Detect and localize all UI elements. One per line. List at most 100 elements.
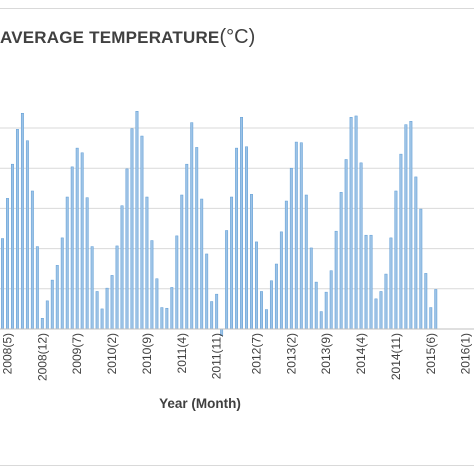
bar-48	[240, 117, 243, 330]
bar-61	[304, 194, 308, 330]
bar-50	[250, 194, 253, 330]
bar-42	[210, 301, 214, 330]
bar-31	[155, 278, 159, 330]
x-tick-label-1: 2008(12)	[35, 333, 49, 381]
bar-13	[65, 196, 69, 330]
bar-81	[404, 124, 408, 330]
bar-10	[50, 279, 54, 330]
bar-45	[225, 230, 229, 330]
bar-30	[150, 240, 154, 330]
bar-41	[205, 253, 209, 330]
bar-15	[75, 147, 79, 330]
bar-18	[90, 246, 94, 330]
bar-7	[35, 246, 39, 330]
bar-58	[289, 167, 293, 330]
bar-72	[359, 162, 363, 330]
bar-53	[264, 309, 268, 330]
bar-19	[95, 291, 99, 330]
bar-56	[279, 231, 283, 330]
bar-6	[30, 190, 34, 330]
bar-25	[125, 168, 129, 330]
bar-87	[434, 289, 438, 330]
x-tick-label-2: 2009(7)	[70, 333, 84, 374]
bar-51	[255, 241, 258, 330]
bar-16	[80, 152, 84, 330]
x-tick-label-5: 2011(4)	[175, 333, 189, 373]
bar-28	[140, 135, 144, 330]
bar-85	[424, 273, 428, 330]
bar-74	[369, 234, 373, 330]
bar-4	[20, 113, 24, 330]
bar-14	[70, 166, 74, 330]
bar-80	[399, 153, 403, 330]
bar-5	[25, 140, 29, 330]
bar-66	[329, 270, 333, 330]
bar-77	[384, 273, 388, 330]
bar-33	[165, 307, 169, 330]
bar-73	[364, 234, 368, 330]
bar-26	[130, 128, 134, 330]
bar-75	[374, 298, 378, 330]
bar-49	[245, 146, 248, 330]
bar-17	[85, 197, 89, 330]
bar-2	[11, 163, 14, 330]
bar-38	[190, 122, 194, 330]
bar-39	[195, 147, 199, 330]
bar-21	[105, 287, 109, 330]
x-tick-label-11: 2014(11)	[389, 333, 403, 380]
bar-0	[1, 238, 4, 330]
bar-36	[180, 194, 184, 330]
bar-59	[294, 141, 298, 330]
bar-8	[40, 318, 44, 330]
bar-24	[120, 205, 124, 330]
x-tick-label-8: 2013(2)	[284, 333, 298, 374]
bar-35	[175, 235, 179, 330]
x-tick-label-7: 2012(7)	[250, 333, 264, 374]
chart-title-text: AVERAGE TEMPERATURE	[0, 28, 220, 47]
bar-60	[299, 142, 303, 330]
bar-76	[379, 291, 383, 330]
x-axis-title: Year (Month)	[159, 396, 241, 411]
bar-82	[409, 121, 413, 330]
bar-34	[170, 287, 174, 330]
bar-68	[339, 192, 343, 330]
bar-52	[260, 291, 263, 330]
bar-9	[45, 300, 49, 330]
chart-frame	[0, 8, 474, 466]
x-tick-label-4: 2010(9)	[140, 333, 154, 374]
bar-20	[100, 308, 104, 330]
bar-11	[55, 265, 59, 330]
bar-37	[185, 163, 189, 330]
x-tick-label-6: 2011(11)	[210, 333, 224, 379]
bar-70	[349, 117, 353, 330]
bar-63	[314, 281, 318, 330]
bar-55	[274, 263, 278, 330]
bar-84	[419, 208, 423, 330]
bar-65	[324, 291, 328, 330]
bar-23	[115, 245, 119, 330]
x-tick-label-3: 2010(2)	[105, 333, 119, 374]
bar-46	[230, 196, 234, 330]
x-tick-label-10: 2014(4)	[354, 333, 368, 374]
bar-43	[215, 293, 219, 330]
x-tick-label-0: 2008(5)	[1, 333, 15, 374]
chart-title: AVERAGE TEMPERATURE(°C)	[0, 26, 255, 49]
bar-86	[429, 307, 433, 330]
bar-54	[269, 280, 273, 330]
bar-12	[60, 237, 64, 330]
bar-40	[200, 198, 204, 330]
bar-47	[235, 147, 239, 330]
bar-57	[284, 200, 288, 330]
x-tick-label-13: 2016(1)	[459, 333, 473, 374]
bar-79	[394, 190, 398, 330]
bar-32	[160, 307, 164, 330]
chart-title-unit: (°C)	[219, 26, 256, 48]
bar-71	[354, 115, 358, 330]
bar-3	[15, 129, 19, 330]
bar-64	[319, 311, 323, 330]
x-tick-label-9: 2013(9)	[319, 333, 333, 374]
bar-62	[309, 247, 313, 330]
bar-27	[135, 111, 139, 330]
